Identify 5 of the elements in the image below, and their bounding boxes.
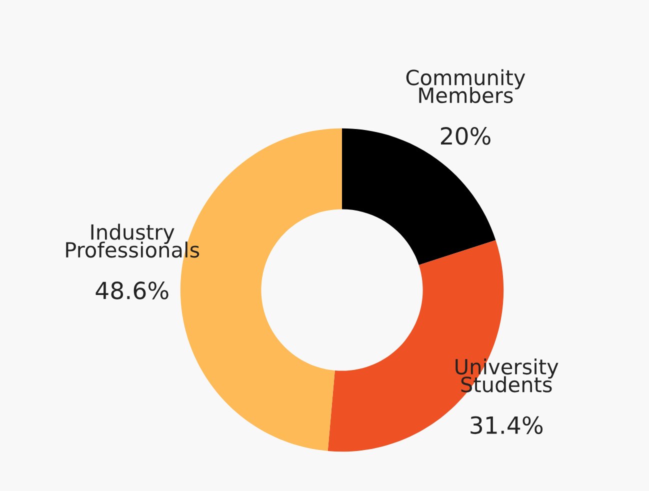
data-label: 20% bbox=[440, 126, 490, 145]
slice-label: Community Members bbox=[406, 69, 526, 104]
donut-slice bbox=[342, 128, 496, 266]
data-label: 48.6% bbox=[96, 282, 168, 300]
data-label: 31.4% bbox=[470, 416, 543, 434]
